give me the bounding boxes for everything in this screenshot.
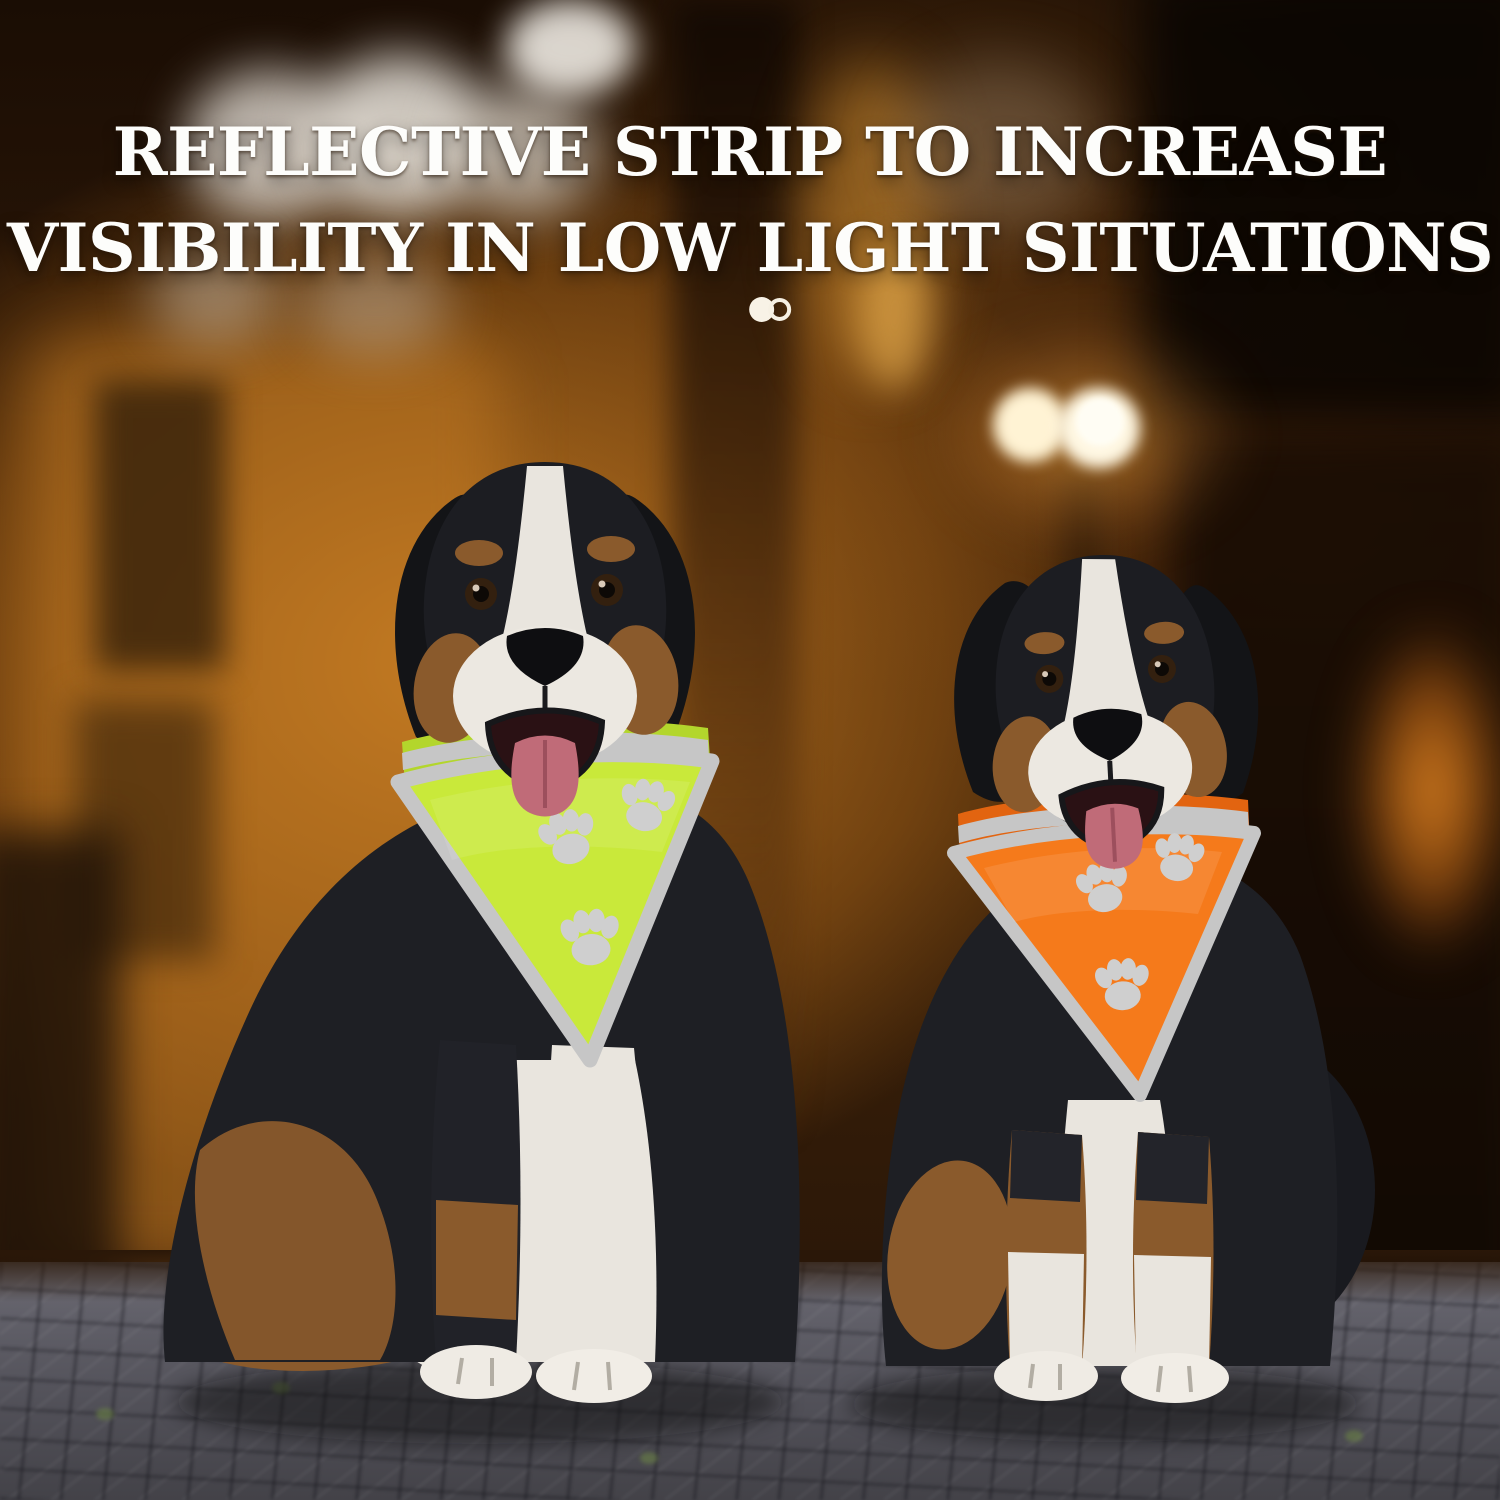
grass-tuft — [640, 1452, 658, 1464]
left-dog — [163, 462, 800, 1403]
bokeh-light — [900, 60, 1100, 230]
right-dog-shadow — [850, 1366, 1360, 1442]
left-dog-head — [413, 462, 679, 817]
orange-glow — [1352, 620, 1500, 960]
headline: REFLECTIVE STRIP TO INCREASE VISIBILITY … — [0, 104, 1500, 296]
dark-left-edge — [0, 830, 120, 1310]
bokeh-light — [300, 255, 450, 355]
right-dog-head — [992, 555, 1227, 869]
carousel-dots — [749, 297, 792, 322]
warm-light-streak — [860, 240, 930, 390]
right-dog — [881, 555, 1375, 1403]
bokeh-light — [150, 245, 280, 345]
headline-line-1: REFLECTIVE STRIP TO INCREASE — [112, 113, 1388, 192]
street-light-glow — [1076, 398, 1124, 446]
bokeh-light — [455, 85, 595, 215]
bokeh-light — [505, 0, 635, 95]
left-dog-nose — [506, 628, 584, 686]
right-dog-nose — [1073, 708, 1143, 761]
blurred-window — [95, 380, 225, 670]
grass-tuft — [1345, 1430, 1363, 1442]
headline-line-2: VISIBILITY IN LOW LIGHT SITUATIONS — [6, 209, 1494, 288]
street-light-glow — [993, 388, 1067, 462]
grass-tuft — [96, 1408, 114, 1420]
reflective-strip — [958, 805, 1249, 843]
carousel-dot-2 — [768, 298, 792, 321]
